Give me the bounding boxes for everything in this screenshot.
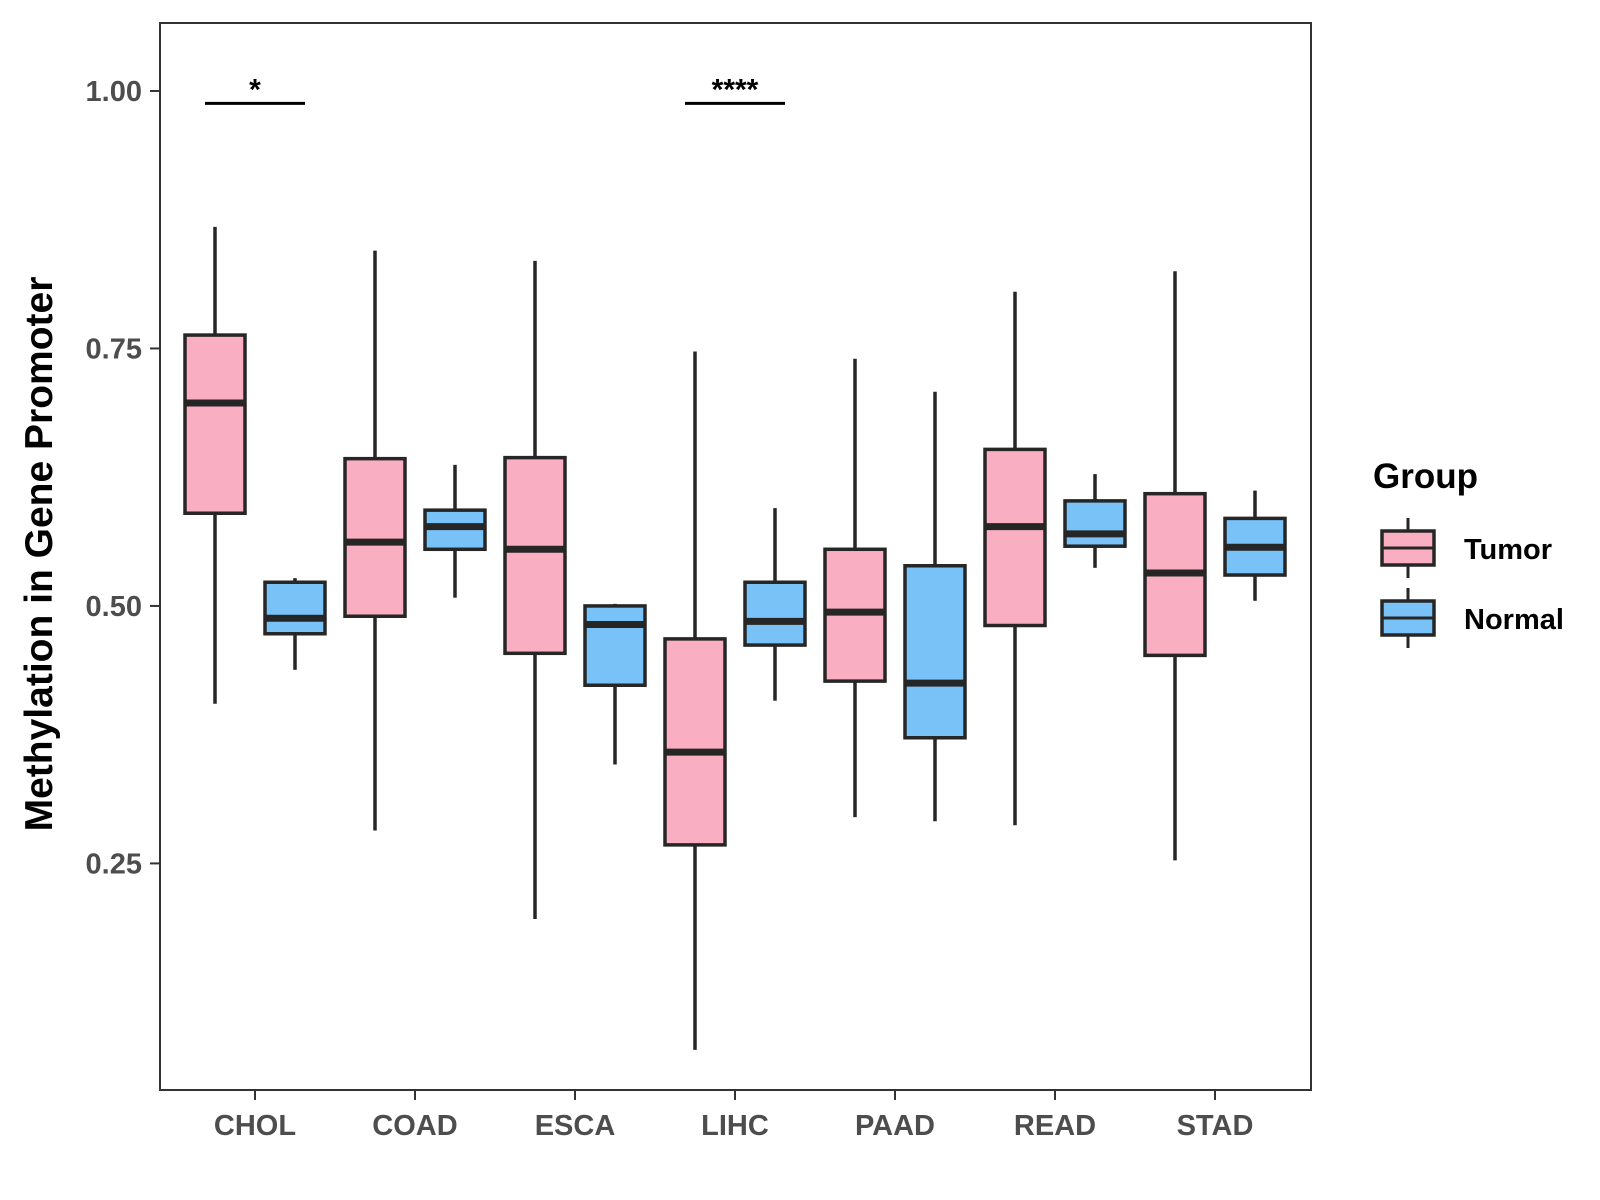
plot-area <box>159 22 1312 1091</box>
x-tick-label: CHOL <box>214 1110 296 1142</box>
box-normal-lihc <box>743 508 807 701</box>
x-tick-label: READ <box>1014 1110 1096 1142</box>
significance-label: **** <box>712 73 759 106</box>
box-body <box>663 637 727 847</box>
significance-layer: * **** <box>205 73 785 106</box>
legend-title: Group <box>1373 457 1478 496</box>
y-axis: 0.25 0.50 0.75 1.00 <box>86 76 160 880</box>
legend-label: Tumor <box>1464 534 1552 566</box>
box-body <box>743 580 807 647</box>
box-body <box>983 447 1047 628</box>
box-body <box>183 333 247 515</box>
panel-border <box>159 22 1312 1091</box>
box-tumor-lihc <box>663 351 727 1050</box>
box-body <box>263 580 327 636</box>
y-tick-label: 0.75 <box>86 333 142 365</box>
x-tick-label: LIHC <box>701 1110 769 1142</box>
legend-label: Normal <box>1464 604 1564 636</box>
box-body <box>503 455 567 656</box>
legend-item-normal: Normal <box>1380 588 1564 648</box>
significance-label: * <box>249 73 261 106</box>
box-body <box>1063 499 1127 548</box>
box-tumor-esca <box>503 260 567 920</box>
box-normal-stad <box>1223 490 1287 601</box>
box-normal-paad <box>903 391 967 822</box>
box-layer <box>183 226 1287 1050</box>
y-tick-label: 0.25 <box>86 848 142 880</box>
legend-item-tumor: Tumor <box>1380 518 1552 578</box>
box-normal-read <box>1063 474 1127 568</box>
y-tick-label: 0.50 <box>86 591 142 623</box>
box-body <box>343 456 407 618</box>
box-tumor-read <box>983 291 1047 826</box>
x-tick-label: STAD <box>1177 1110 1254 1142</box>
box-body <box>903 564 967 740</box>
x-tick-label: PAAD <box>855 1110 935 1142</box>
box-normal-esca <box>583 603 647 765</box>
box-normal-coad <box>423 464 487 598</box>
x-tick-label: ESCA <box>535 1110 616 1142</box>
y-tick-label: 1.00 <box>86 76 142 108</box>
box-tumor-coad <box>343 250 407 831</box>
significance-lihc: **** <box>685 73 785 106</box>
box-normal-chol <box>263 578 327 670</box>
y-axis-title: Methylation in Gene Promoter <box>18 277 61 832</box>
x-tick-label: COAD <box>372 1110 457 1142</box>
significance-chol: * <box>205 73 305 106</box>
box-tumor-stad <box>1143 271 1207 861</box>
legend: Group Tumor Normal <box>1373 457 1564 648</box>
box-tumor-chol <box>183 226 247 704</box>
box-body <box>583 604 647 687</box>
x-axis: CHOL COAD ESCA LIHC PAAD READ STAD <box>214 1090 1253 1142</box>
box-tumor-paad <box>823 358 887 818</box>
